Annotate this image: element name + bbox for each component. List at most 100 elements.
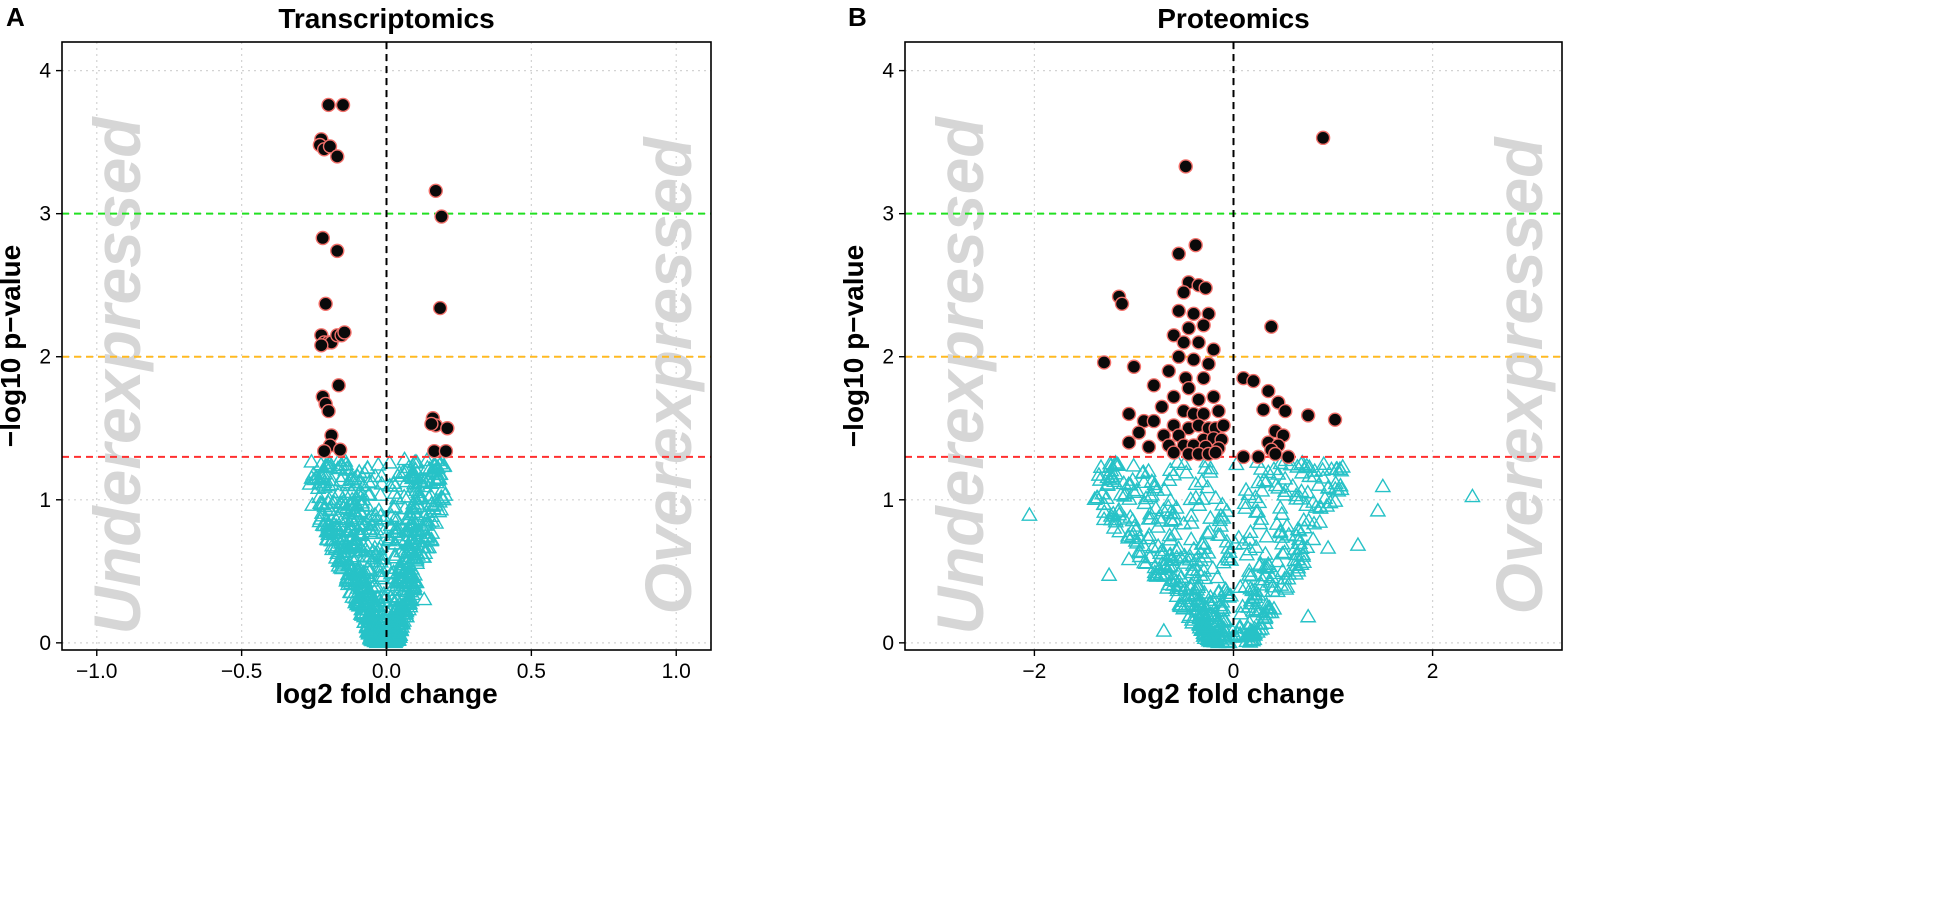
nonsignificant-point [334, 555, 352, 570]
nonsignificant-point [360, 474, 378, 489]
nonsignificant-point [383, 615, 401, 630]
y-tick-label: 1 [39, 489, 51, 512]
y-tick-label: 1 [882, 489, 894, 512]
nonsignificant-point [427, 492, 445, 507]
nonsignificant-point [1190, 596, 1207, 611]
significant-point [1166, 389, 1181, 404]
significant-point [440, 421, 455, 436]
nonsignificant-point [1177, 464, 1195, 479]
nonsignificant-point [1115, 474, 1133, 490]
nonsignificant-point [1306, 462, 1324, 477]
x-tick-label: −0.5 [221, 660, 262, 683]
nonsignificant-point [1128, 482, 1146, 497]
nonsignificant-point [353, 520, 370, 535]
nonsignificant-point [340, 505, 358, 520]
nonsignificant-point [1349, 536, 1367, 551]
nonsignificant-point [323, 532, 340, 547]
nonsignificant-point [1104, 505, 1122, 520]
nonsignificant-point [349, 490, 366, 506]
nonsignificant-point [1184, 561, 1202, 576]
nonsignificant-point [1314, 469, 1332, 484]
nonsignificant-point [433, 489, 451, 504]
significant-point [1166, 445, 1181, 460]
nonsignificant-point [1174, 600, 1192, 615]
nonsignificant-point [1268, 553, 1286, 568]
nonsignificant-point [1187, 475, 1205, 490]
nonsignificant-point [415, 520, 432, 535]
nonsignificant-point [1212, 507, 1230, 522]
nonsignificant-point [1278, 578, 1296, 593]
nonsignificant-point [1270, 479, 1287, 494]
nonsignificant-point [1253, 482, 1271, 497]
x-axis-label: log2 fold change [1122, 678, 1344, 709]
x-axis-label: log2 fold change [275, 678, 497, 709]
nonsignificant-point [337, 455, 355, 471]
nonsignificant-point [1155, 622, 1173, 637]
nonsignificant-point [1160, 575, 1178, 591]
significant-point [1206, 342, 1221, 357]
nonsignificant-point [1140, 462, 1157, 477]
nonsignificant-point [1099, 475, 1117, 490]
nonsignificant-point [389, 630, 406, 645]
significant-point [1131, 425, 1147, 440]
nonsignificant-point [1149, 518, 1167, 533]
nonsignificant-point [1332, 477, 1349, 492]
significant-point [1121, 435, 1137, 450]
nonsignificant-point [1021, 506, 1038, 521]
nonsignificant-point [1161, 527, 1179, 542]
nonsignificant-point [1207, 489, 1225, 505]
nonsignificant-point [1139, 530, 1157, 545]
nonsignificant-point [358, 610, 376, 625]
nonsignificant-point [348, 543, 365, 558]
nonsignificant-point [1304, 530, 1322, 546]
significant-point [335, 97, 351, 113]
y-tick-label: 0 [39, 632, 51, 655]
significant-point [1166, 328, 1181, 343]
nonsignificant-point [386, 509, 404, 525]
nonsignificant-point [1168, 499, 1185, 514]
significant-point [1211, 403, 1226, 419]
significant-point [315, 230, 330, 246]
nonsignificant-point [1252, 460, 1270, 475]
nonsignificant-point [1135, 473, 1153, 488]
significant-point [1246, 373, 1261, 389]
nonsignificant-point [1194, 604, 1211, 619]
nonsignificant-point [1183, 514, 1200, 529]
nonsignificant-point [1107, 454, 1124, 469]
nonsignificant-point [333, 560, 351, 575]
nonsignificant-point [1284, 477, 1302, 492]
nonsignificant-point [415, 478, 433, 493]
nonsignificant-point [1202, 460, 1219, 475]
nonsignificant-point [1134, 537, 1152, 552]
significant-point [1121, 406, 1137, 422]
nonsignificant-point [432, 455, 449, 470]
panel-letter: B [848, 2, 867, 32]
significant-point [1154, 399, 1170, 414]
nonsignificant-point [1126, 517, 1144, 532]
y-axis-label: −log10 p−value [0, 245, 26, 447]
nonsignificant-point [1226, 628, 1244, 643]
significant-point [1196, 318, 1211, 333]
nonsignificant-point [1147, 499, 1165, 515]
significant-point [438, 443, 454, 459]
significant-point [331, 378, 346, 393]
nonsignificant-point [1252, 510, 1270, 525]
nonsignificant-point [321, 455, 339, 470]
nonsignificant-point [366, 506, 384, 521]
nonsignificant-point [1162, 511, 1180, 526]
nonsignificant-point [1120, 550, 1138, 566]
nonsignificant-point [427, 496, 445, 511]
nonsignificant-point [349, 579, 366, 594]
significant-point [424, 416, 439, 432]
nonsignificant-point [1112, 486, 1130, 501]
nonsignificant-point [407, 453, 425, 468]
nonsignificant-point [381, 454, 398, 469]
significant-point [1161, 363, 1176, 379]
nonsignificant-point [1193, 606, 1211, 621]
nonsignificant-point [359, 560, 376, 575]
nonsignificant-point [1157, 559, 1175, 574]
x-tick-label: 0.0 [372, 660, 401, 683]
significant-point [1264, 319, 1279, 334]
nonsignificant-point [331, 551, 349, 566]
nonsignificant-point [395, 608, 413, 623]
